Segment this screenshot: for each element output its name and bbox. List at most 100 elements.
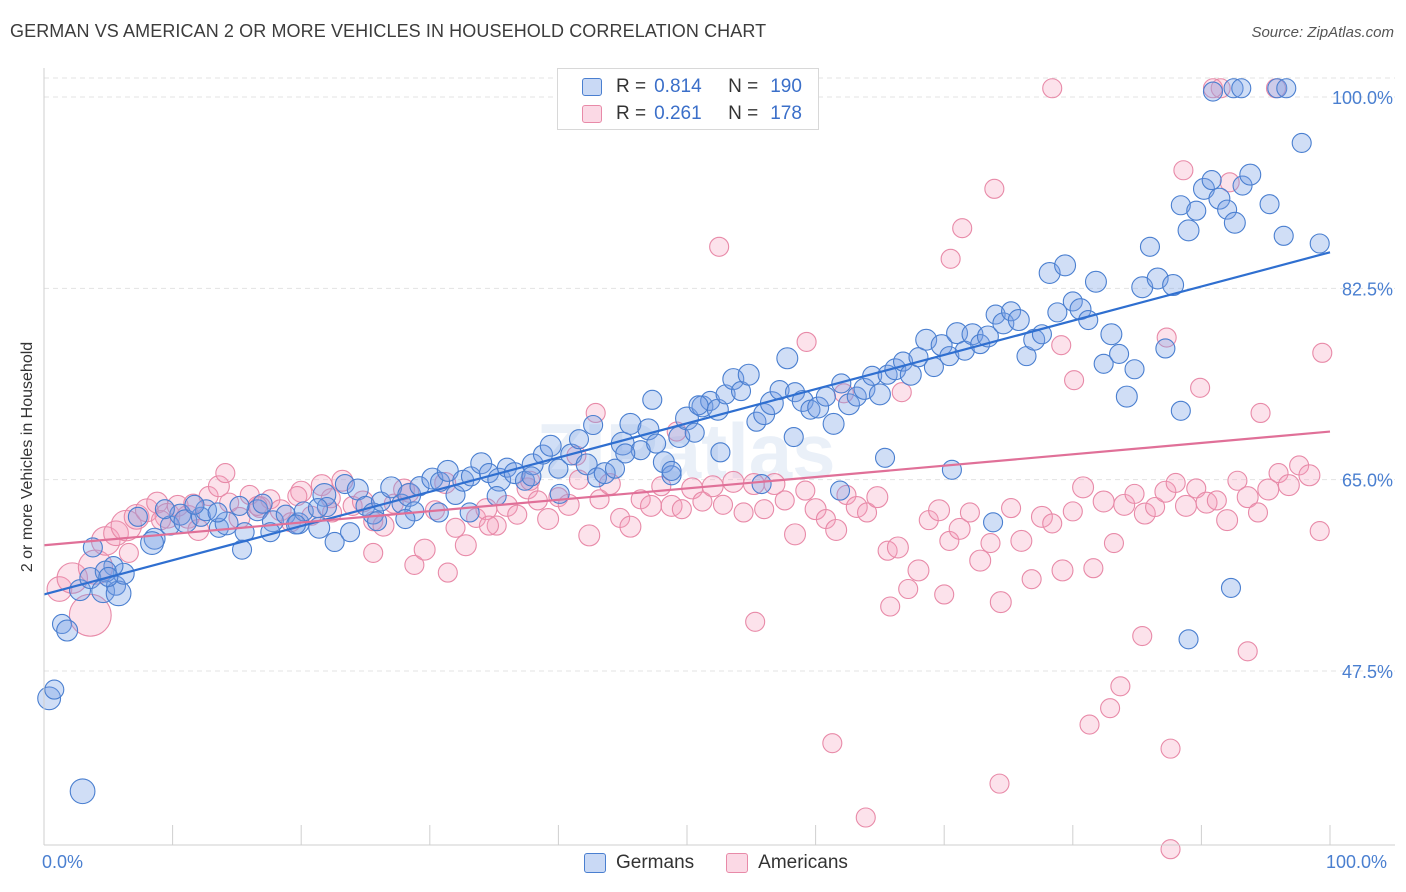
stats-legend: R = 0.814 N = 190 R = 0.261 N = 178 — [557, 68, 819, 130]
american-point — [1110, 676, 1131, 697]
german-point — [1239, 163, 1262, 186]
german-point — [604, 458, 626, 479]
american-point — [1257, 478, 1280, 501]
german-point — [532, 444, 554, 465]
american-point — [445, 517, 466, 538]
american-point — [585, 402, 606, 424]
german-point — [1201, 170, 1222, 191]
american-point — [822, 733, 843, 754]
american-point — [1021, 569, 1042, 590]
legend-swatch-germans — [582, 78, 602, 96]
american-point — [671, 499, 692, 520]
american-point — [1083, 558, 1104, 579]
american-point — [1227, 470, 1248, 491]
american-point — [639, 494, 662, 517]
german-point — [815, 386, 836, 407]
legend-label-germans: Germans — [616, 852, 695, 873]
german-point — [615, 443, 636, 464]
german-point — [899, 363, 922, 386]
american-point — [46, 576, 73, 602]
german-point — [1223, 211, 1246, 234]
german-point — [37, 686, 62, 711]
german-point — [428, 502, 449, 523]
american-point — [1030, 505, 1053, 528]
legend-r-label: R = — [616, 103, 647, 124]
german-point — [69, 778, 96, 805]
american-point — [795, 480, 816, 501]
german-point — [246, 499, 269, 522]
legend-n-label: N = — [728, 76, 759, 97]
german-point — [1259, 194, 1280, 215]
american-point — [825, 518, 848, 541]
american-point — [1124, 483, 1145, 504]
legend-label-americans: Americans — [758, 852, 848, 873]
german-point — [56, 619, 79, 642]
german-point — [983, 512, 1004, 533]
american-point — [1132, 625, 1153, 647]
american-point — [952, 218, 973, 239]
american-point — [537, 508, 560, 531]
german-point — [642, 389, 663, 410]
american-point — [1277, 474, 1300, 497]
american-point — [68, 593, 112, 637]
american-point — [1216, 509, 1239, 532]
german-point — [831, 373, 852, 394]
source-label: Source: ZipAtlas.com — [1251, 24, 1394, 41]
american-point — [1250, 402, 1271, 424]
american-point — [1298, 464, 1321, 487]
german-point — [82, 537, 103, 558]
german-point — [1208, 187, 1231, 210]
american-point — [898, 578, 919, 600]
legend-n-value: 190 — [770, 76, 802, 97]
german-point — [436, 459, 459, 482]
legend-item-germans[interactable]: Germans — [584, 852, 694, 874]
american-point — [516, 477, 539, 500]
legend-r-value: 0.261 — [654, 103, 702, 124]
american-point — [454, 534, 477, 557]
german-point — [252, 493, 273, 514]
american-point — [774, 490, 795, 511]
german-point — [459, 502, 480, 523]
german-point — [105, 580, 132, 607]
american-point — [619, 515, 642, 538]
american-point — [1160, 839, 1181, 860]
german-trend-line — [43, 251, 1331, 596]
german-point — [807, 396, 830, 419]
legend-n-label: N = — [728, 103, 759, 124]
american-point — [1001, 498, 1022, 519]
american-point — [959, 502, 980, 523]
american-point — [1062, 501, 1083, 522]
german-point — [1178, 629, 1199, 650]
german-point — [486, 486, 507, 507]
american-point — [866, 486, 889, 509]
german-point — [700, 390, 721, 411]
legend-r-label: R = — [616, 76, 647, 97]
german-point — [776, 347, 799, 370]
american-point — [486, 515, 507, 536]
chart-title: GERMAN VS AMERICAN 2 OR MORE VEHICLES IN… — [10, 21, 767, 41]
german-point — [1007, 309, 1030, 332]
american-point — [948, 517, 971, 540]
legend-item-americans[interactable]: Americans — [726, 852, 848, 874]
german-point — [1001, 301, 1022, 322]
german-point — [583, 414, 604, 436]
american-point — [784, 523, 807, 546]
american-point — [1173, 160, 1194, 181]
american-point — [118, 542, 139, 563]
american-point — [1312, 342, 1333, 363]
american-point — [1145, 496, 1166, 518]
german-point — [380, 476, 403, 499]
american-point — [1113, 493, 1136, 516]
german-point — [1223, 78, 1244, 99]
x-tick-min: 0.0% — [42, 852, 84, 872]
american-point — [984, 178, 1005, 199]
german-point — [548, 458, 569, 479]
legend-swatch-germans — [584, 853, 606, 873]
american-point — [1156, 327, 1177, 348]
german-point — [1232, 175, 1253, 196]
y-tick-labels: 47.5% 65.0% 82.5% 100.0% — [1332, 88, 1393, 682]
legend-r-value: 0.814 — [654, 76, 702, 97]
german-point — [630, 440, 651, 461]
american-point — [880, 596, 901, 617]
